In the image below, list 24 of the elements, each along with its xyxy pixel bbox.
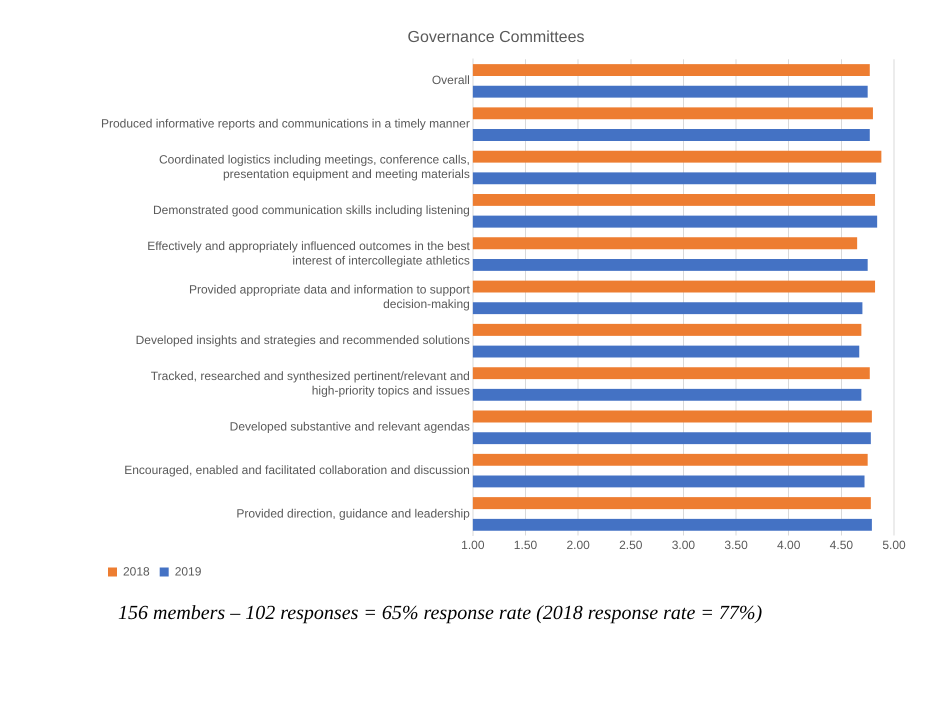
y-tick-label: Encouraged, enabled and facilitated collaboration and discussion <box>124 462 470 477</box>
x-tick-label: 3.50 <box>724 538 748 552</box>
y-tick-label: Overall <box>432 73 470 88</box>
y-tick-label: Demonstrated good communication skills including listening <box>153 203 470 218</box>
legend-label: 2018 <box>123 564 150 578</box>
x-tick-label: 5.00 <box>882 538 906 552</box>
y-tick-label: Coordinated logistics including meetings, conference calls, presentation equipment and meeting materials <box>158 152 470 181</box>
x-tick-label: 1.50 <box>514 538 538 552</box>
x-tick-label: 1.00 <box>461 538 485 552</box>
y-tick-label: Produced informative reports and communications in a timely manner <box>100 116 470 130</box>
y-tick-label: Developed substantive and relevant agendas <box>230 420 470 434</box>
y-tick-label: Provided appropriate data and information to support decision-making <box>188 282 470 311</box>
y-tick-label: Provided direction, guidance and leadership <box>236 506 470 520</box>
text: 156 members – 102 responses = 65% response rate (2018 response rate = 77%) <box>117 601 764 625</box>
x-tick-label: 4.50 <box>830 538 854 552</box>
legend-label: 2019 <box>174 564 202 578</box>
x-tick-label: 2.50 <box>619 538 643 552</box>
y-tick-label: Tracked, researched and synthesized pertinent/relevant and high-priority topics and issues <box>150 369 470 398</box>
x-tick-label: 3.00 <box>672 538 696 552</box>
chart-title: Governance Committees <box>408 29 584 46</box>
x-tick-label: 2.00 <box>566 538 590 552</box>
x-tick-label: 4.00 <box>777 538 801 552</box>
y-tick-label: Developed insights and strategies and recommended solutions <box>136 333 470 348</box>
y-tick-label: Effectively and appropriately influenced outcomes in the best interest of intercollegiate athletics <box>147 239 470 268</box>
